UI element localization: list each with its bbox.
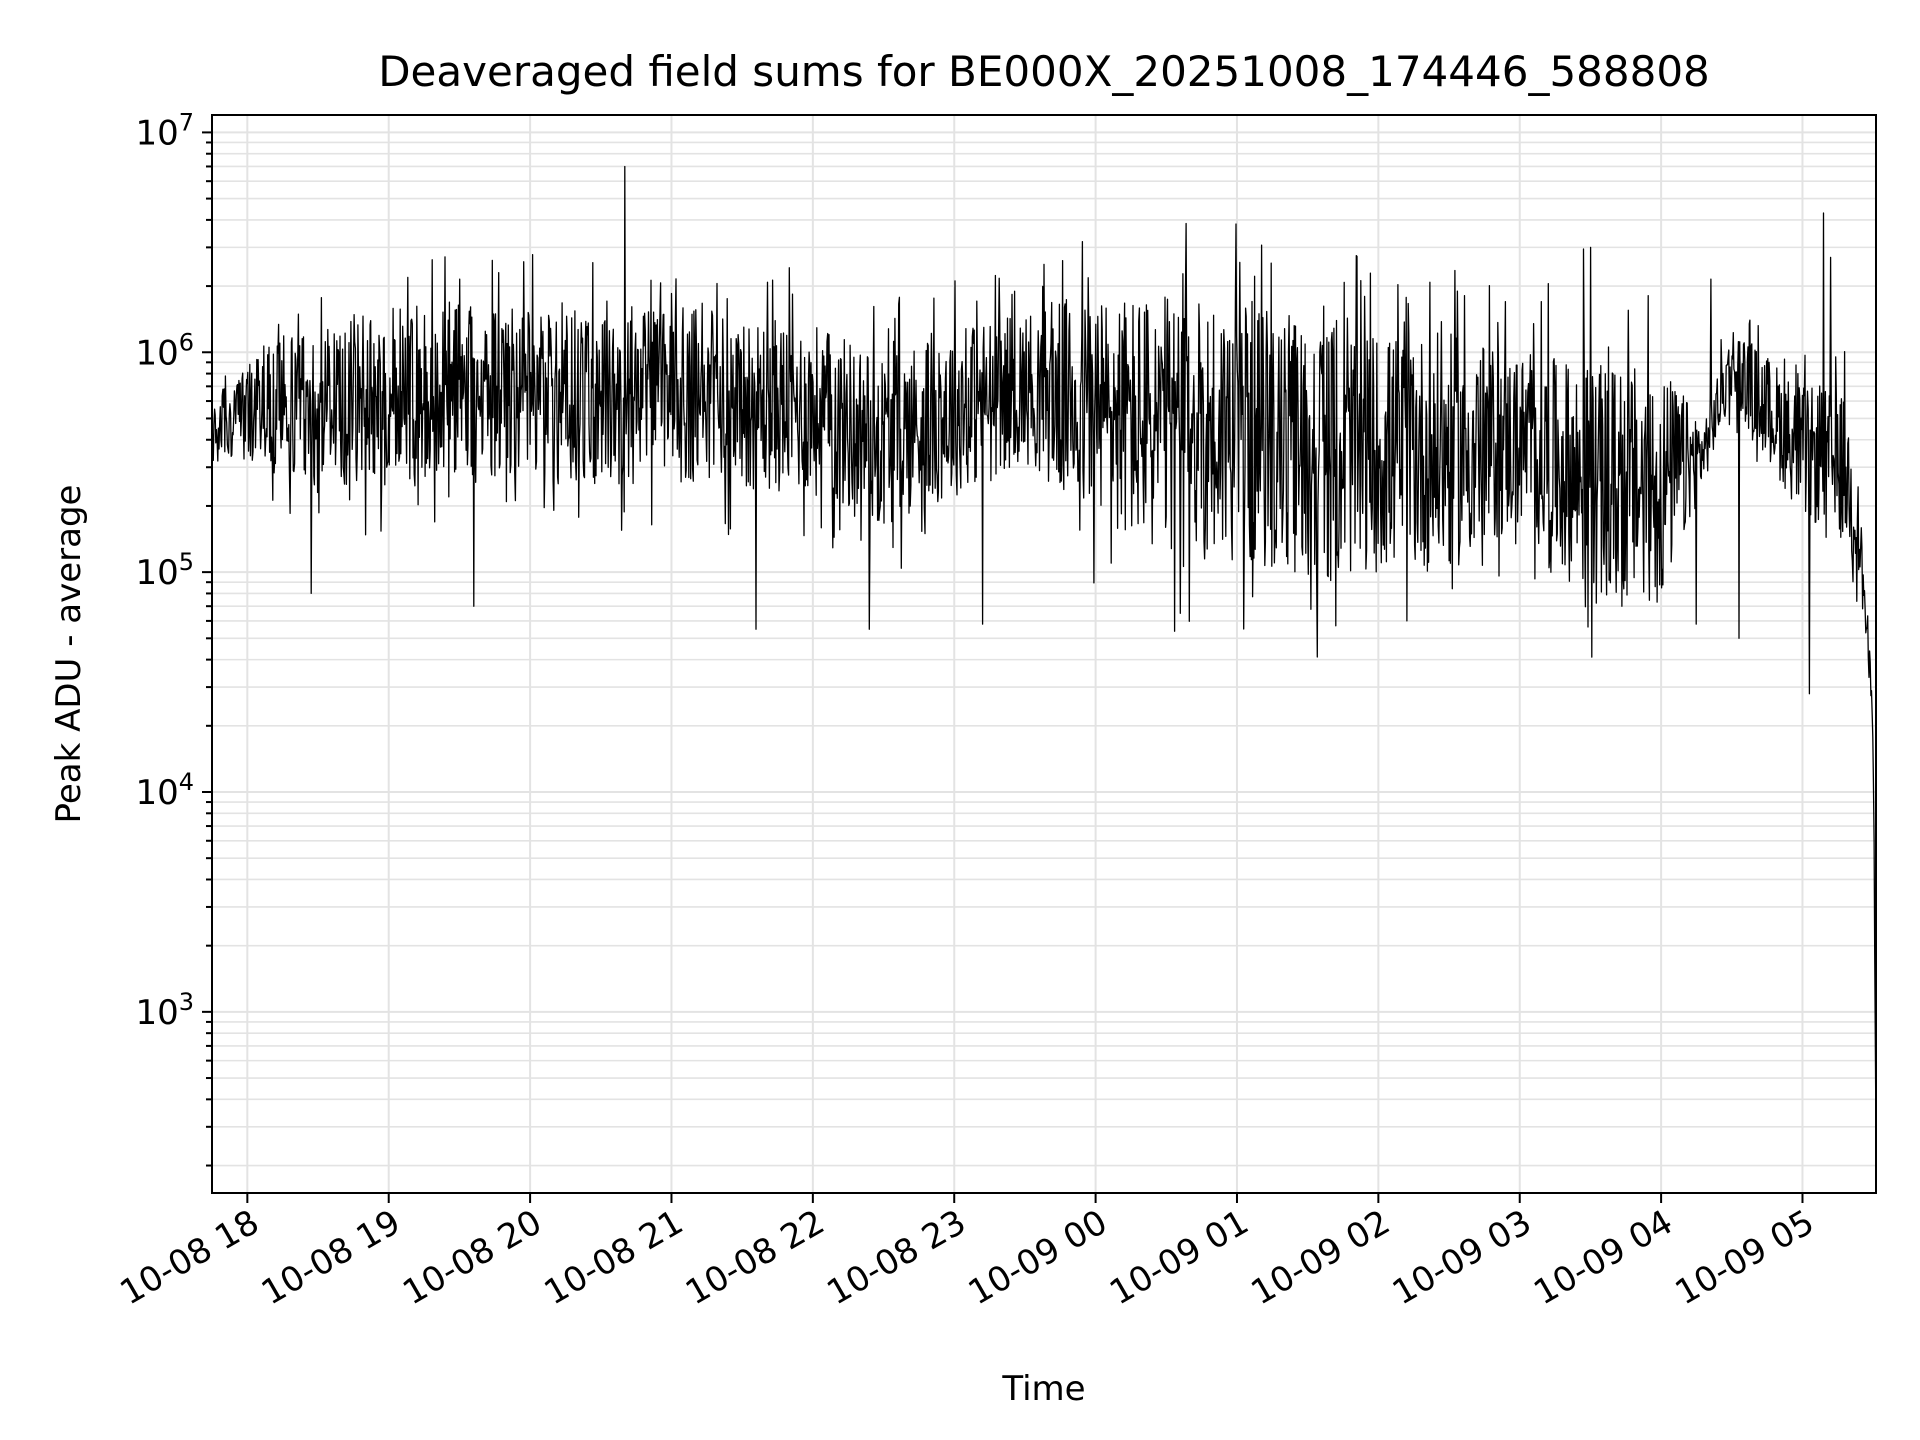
y-axis-label: Peak ADU - average [49,485,89,824]
x-tick-label: 10-09 02 [1244,1202,1396,1313]
x-tick-label: 10-09 01 [1103,1202,1255,1313]
x-tick-label: 10-08 18 [113,1202,265,1313]
y-tick-label: 103 [135,988,194,1033]
series-line-layer [211,165,1877,1144]
x-tick-label: 10-09 04 [1527,1202,1679,1313]
x-tick-label: 10-08 20 [396,1202,548,1313]
series-line [211,165,1877,1144]
x-axis-label: Time [1001,1369,1085,1409]
x-tick-label: 10-08 23 [820,1202,972,1313]
x-tick-label: 10-08 19 [255,1202,407,1313]
y-axis: 103 104 105 106 107 [135,108,212,1167]
y-tick-label: 107 [135,108,194,153]
chart-title: Deaveraged field sums for BE000X_2025100… [378,47,1710,96]
y-tick-label: 106 [135,328,194,373]
x-tick-label: 10-08 21 [538,1202,690,1313]
x-tick-label: 10-09 00 [962,1202,1114,1313]
x-tick-label: 10-08 22 [679,1202,831,1313]
y-tick-label: 104 [135,768,194,813]
y-tick-label: 105 [135,548,194,593]
x-tick-label: 10-09 05 [1669,1202,1821,1313]
plot-frame [211,114,1877,1194]
x-tick-label: 10-09 03 [1386,1202,1538,1313]
grid [212,115,1876,1193]
